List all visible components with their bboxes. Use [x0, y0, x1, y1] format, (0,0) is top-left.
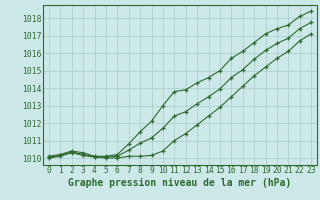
- X-axis label: Graphe pression niveau de la mer (hPa): Graphe pression niveau de la mer (hPa): [68, 178, 292, 188]
